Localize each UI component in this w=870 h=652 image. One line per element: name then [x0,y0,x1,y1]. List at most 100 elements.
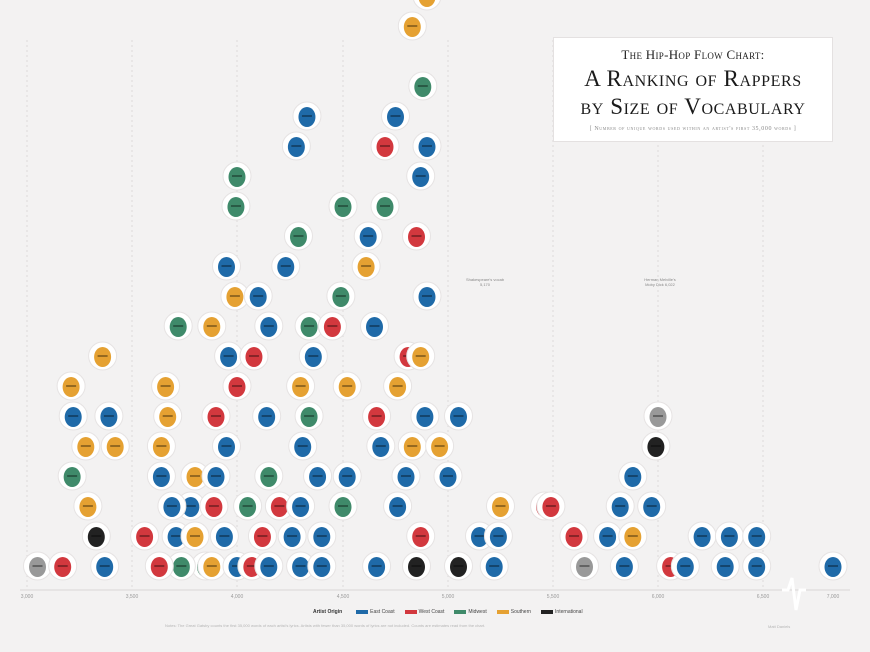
artist-face [215,527,233,547]
artist-point [307,521,337,551]
artist-face [376,197,394,217]
x-tick-label: 7,000 [827,594,840,600]
artist-point [687,521,717,551]
artist-point [408,71,438,101]
artist-point [410,401,440,431]
artist-point [298,341,328,371]
artist-point [370,191,400,221]
artist-face [412,527,430,547]
artist-point [391,461,421,491]
artist-point [383,371,413,401]
artist-point [180,521,210,551]
artist-face [260,557,278,577]
artist-face [366,317,383,337]
legend-label: International [555,609,583,615]
artist-face [167,527,185,547]
artist-point [618,461,648,491]
artist-points [23,0,848,581]
artist-face [249,287,267,307]
artist-face [227,197,245,217]
artist-face [412,167,430,187]
artist-point [742,521,772,551]
artist-face [576,557,593,577]
artist-face [431,437,449,457]
artist-point [292,101,322,131]
artist-face [334,197,352,217]
artist-face [228,167,246,187]
artist-point [536,491,566,521]
legend-swatch [496,610,509,614]
artist-point [486,491,515,521]
artist-point [402,221,431,251]
legend-item-international: International [541,609,583,615]
title-box: The Hip-Hop Flow Chart: A Ranking of Rap… [553,37,833,142]
artist-face [643,497,661,517]
artist-point [412,281,442,311]
artist-face [418,0,436,7]
artist-point [362,401,392,431]
artist-point [818,551,848,581]
artist-point [100,431,130,461]
artist-face [94,347,112,367]
legend-title: Artist Origin [313,609,343,615]
artist-face [676,557,694,577]
artist-point [283,221,313,251]
artist-point [212,431,241,461]
x-tick-labels: 3,000 3,500 4,000 4,500 5,000 5,500 6,000 6,500… [21,594,840,600]
artist-face [239,497,257,517]
legend: Artist Origin East Coast West Coast Midw… [313,606,583,618]
artist-point [239,341,269,371]
artist-point [271,251,301,281]
artist-point [81,521,111,551]
artist-face [287,137,305,157]
artist-point [221,191,251,221]
artist-point [637,491,667,521]
x-tick-label: 4,500 [337,594,350,600]
artist-face [292,557,310,577]
artist-face [338,467,356,487]
artist-face [649,407,667,427]
artist-point [90,551,120,581]
artist-face [309,467,327,487]
artist-point [402,551,431,581]
artist-point [307,551,337,581]
artist-point [163,311,193,341]
artist-face [87,527,105,547]
artist-face [258,407,276,427]
artist-face [218,437,235,457]
artist-point [370,131,400,161]
artist-face [54,557,72,577]
artist-face [416,407,434,427]
legend-label: East Coast [370,609,395,615]
artist-face [150,557,168,577]
artist-face [163,497,181,517]
artist-face [300,407,318,427]
melville-annotation: Herman Melville's Moby Dick 6,022 [644,277,676,287]
artist-face [182,497,200,517]
artist-point [146,431,176,461]
x-tick-label: 5,000 [442,594,455,600]
artist-point [157,491,187,521]
artist-face [207,407,225,427]
legend-item-southern: Southern [496,609,531,615]
artist-point [483,521,513,551]
artist-point [277,521,307,551]
artist-point [254,461,284,491]
artist-point [605,491,635,521]
artist-point [288,431,318,461]
artist-face [218,257,235,277]
artist-face [359,227,377,247]
legend-item-west-coast: West Coast [404,609,444,615]
artist-point [406,161,436,191]
artist-face [203,557,221,577]
artist-point [353,221,383,251]
artist-point [214,341,244,371]
artist-point [222,371,252,401]
artist-point [332,461,362,491]
artist-face [418,287,436,307]
artist-point [281,131,311,161]
artist-face [205,497,223,517]
artist-face [748,557,766,577]
credit: Matt Daniels [768,624,791,629]
artist-point [570,551,599,581]
